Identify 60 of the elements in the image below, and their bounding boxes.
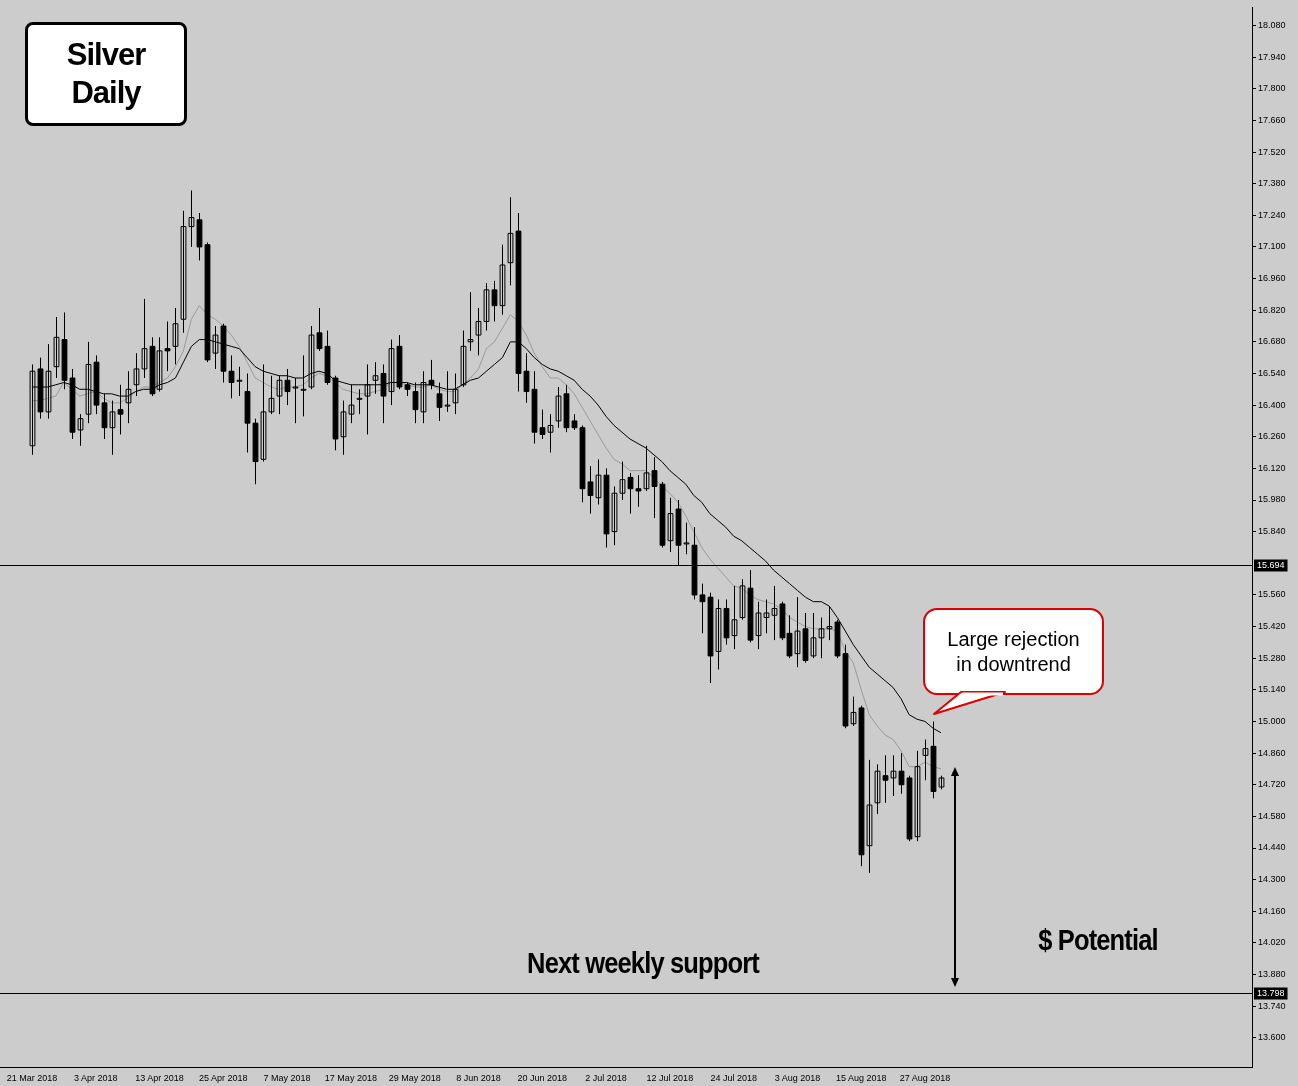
y-tick-label: 14.300 xyxy=(1258,874,1286,885)
text: Large rejection in downtrend xyxy=(923,608,1104,695)
x-tick-label: 7 May 2018 xyxy=(263,1073,311,1084)
x-tick-label: 8 Jun 2018 xyxy=(456,1073,501,1084)
y-tick-label: 15.980 xyxy=(1258,494,1286,505)
x-tick-label: 2 Jul 2018 xyxy=(585,1073,627,1084)
y-tick-label: 16.960 xyxy=(1258,273,1286,284)
y-tick-label: 17.380 xyxy=(1258,178,1286,189)
y-tick-label: 15.000 xyxy=(1258,715,1286,726)
x-tick-label: 3 Aug 2018 xyxy=(774,1073,821,1084)
y-tick-label: 14.860 xyxy=(1258,747,1286,758)
y-tick-label: 16.120 xyxy=(1258,462,1286,473)
y-tick-label: 16.400 xyxy=(1258,399,1286,410)
x-tick-label: 12 Jul 2018 xyxy=(646,1073,694,1084)
x-tick-label: 29 May 2018 xyxy=(388,1073,441,1084)
candlestick xyxy=(300,354,307,417)
x-tick-label: 13 Apr 2018 xyxy=(135,1073,184,1084)
y-tick-label: 17.660 xyxy=(1258,114,1286,125)
ref-line-label: 13.798 xyxy=(1257,987,1285,998)
y-tick-label: 14.720 xyxy=(1258,779,1286,790)
y-tick-label: 17.800 xyxy=(1258,83,1286,94)
y-tick-label: 17.940 xyxy=(1258,51,1286,62)
x-tick-label: 17 May 2018 xyxy=(324,1073,377,1084)
candlestick xyxy=(125,370,132,424)
y-tick-label: 15.420 xyxy=(1258,621,1286,632)
annotation: Next weekly support xyxy=(526,946,761,980)
text: $ Potential xyxy=(1037,923,1159,957)
y-tick-label: 15.140 xyxy=(1258,684,1286,695)
y-tick-label: 15.280 xyxy=(1258,652,1286,663)
y-tick-label: 18.080 xyxy=(1258,19,1286,30)
candlestick xyxy=(452,372,459,415)
y-tick-label: 17.240 xyxy=(1258,209,1286,220)
x-tick-label: 27 Aug 2018 xyxy=(899,1073,951,1084)
text: Silver Daily xyxy=(25,22,187,126)
x-tick-label: 25 Apr 2018 xyxy=(199,1073,248,1084)
y-tick-label: 13.740 xyxy=(1258,1000,1286,1011)
y-tick-label: 16.820 xyxy=(1258,304,1286,315)
y-tick-label: 16.260 xyxy=(1258,431,1286,442)
y-tick-label: 14.440 xyxy=(1258,842,1286,853)
candlestick xyxy=(364,363,371,435)
x-tick-label: 21 Mar 2018 xyxy=(6,1073,58,1084)
y-tick-label: 14.160 xyxy=(1258,905,1286,916)
x-tick-label: 15 Aug 2018 xyxy=(835,1073,887,1084)
y-tick-label: 15.840 xyxy=(1258,526,1286,537)
candlestick xyxy=(467,291,474,352)
y-tick-label: 15.560 xyxy=(1258,589,1286,600)
candlestick xyxy=(356,388,363,415)
ref-line-label: 15.694 xyxy=(1257,559,1285,570)
y-tick-label: 16.540 xyxy=(1258,367,1286,378)
y-tick-label: 14.020 xyxy=(1258,937,1286,948)
y-tick-label: 13.880 xyxy=(1258,969,1286,980)
x-tick-label: 3 Apr 2018 xyxy=(73,1073,118,1084)
x-tick-label: 24 Jul 2018 xyxy=(710,1073,757,1084)
y-tick-label: 17.100 xyxy=(1258,241,1286,252)
candlestick xyxy=(172,307,179,365)
y-tick-label: 14.580 xyxy=(1258,810,1286,821)
x-tick-label: 20 Jun 2018 xyxy=(517,1073,568,1084)
y-tick-label: 16.680 xyxy=(1258,336,1286,347)
y-tick-label: 17.520 xyxy=(1258,146,1286,157)
y-tick-label: 13.600 xyxy=(1258,1032,1286,1043)
